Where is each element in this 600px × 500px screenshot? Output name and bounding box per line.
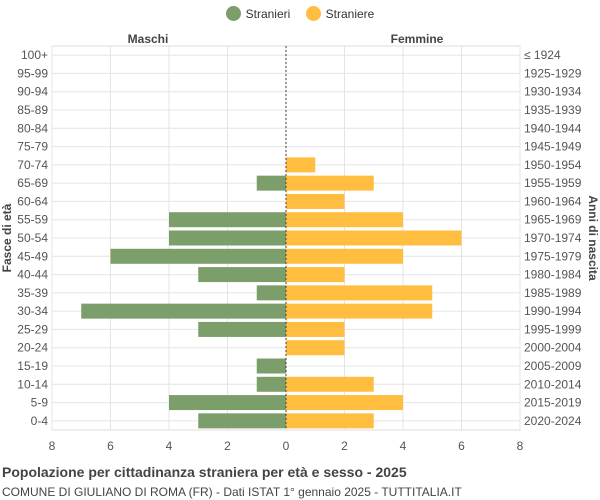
- birth-years-label: 2000-2004: [524, 341, 582, 355]
- age-group-label: 55-59: [17, 213, 48, 227]
- legend-swatch-stranieri: [225, 6, 241, 22]
- legend-label-stranieri: Stranieri: [245, 6, 291, 21]
- x-tick-label: 0: [283, 439, 290, 453]
- birth-years-label: 1930-1934: [524, 85, 582, 99]
- birth-years-label: 1925-1929: [524, 66, 582, 80]
- x-tick-label: 8: [517, 439, 524, 453]
- bar-straniere: [286, 230, 462, 246]
- bar-straniere: [286, 157, 316, 173]
- bar-stranieri: [198, 267, 286, 283]
- bar-stranieri: [256, 358, 286, 374]
- age-group-label: 100+: [21, 48, 48, 62]
- bar-stranieri: [198, 321, 286, 337]
- age-group-label: 45-49: [17, 249, 48, 263]
- age-group-label: 40-44: [17, 268, 48, 282]
- birth-years-label: 1980-1984: [524, 268, 582, 282]
- bar-stranieri: [256, 285, 286, 301]
- birth-years-label: 2015-2019: [524, 396, 582, 410]
- age-group-label: 10-14: [17, 377, 48, 391]
- bar-stranieri: [198, 413, 286, 429]
- birth-years-label: 1950-1954: [524, 158, 582, 172]
- legend-item-stranieri[interactable]: Stranieri: [225, 6, 291, 22]
- birth-years-label: 2010-2014: [524, 377, 582, 391]
- legend-swatch-straniere: [305, 6, 321, 22]
- bar-straniere: [286, 267, 345, 283]
- x-tick-label: 4: [166, 439, 173, 453]
- legend-item-straniere[interactable]: Straniere: [305, 6, 375, 22]
- bar-straniere: [286, 321, 345, 337]
- bar-straniere: [286, 285, 433, 301]
- age-group-label: 75-79: [17, 140, 48, 154]
- x-tick-label: 6: [458, 439, 465, 453]
- chart-title: Popolazione per cittadinanza straniera p…: [2, 464, 407, 480]
- bar-straniere: [286, 248, 403, 264]
- header-femmine: Femmine: [391, 32, 444, 46]
- bar-straniere: [286, 193, 345, 209]
- age-group-label: 85-89: [17, 103, 48, 117]
- birth-years-label: 2020-2024: [524, 414, 582, 428]
- age-group-label: 35-39: [17, 286, 48, 300]
- age-group-label: 30-34: [17, 304, 48, 318]
- bar-straniere: [286, 212, 403, 228]
- chart-legend: Stranieri Straniere: [0, 6, 600, 22]
- birth-years-label: 1955-1959: [524, 176, 582, 190]
- age-group-label: 5-9: [31, 396, 49, 410]
- birth-years-label: 1935-1939: [524, 103, 582, 117]
- bar-straniere: [286, 395, 403, 411]
- birth-years-label: 1945-1949: [524, 140, 582, 154]
- birth-years-label: 2005-2009: [524, 359, 582, 373]
- age-group-label: 70-74: [17, 158, 48, 172]
- bar-stranieri: [169, 212, 286, 228]
- birth-years-label: 1985-1989: [524, 286, 582, 300]
- bar-stranieri: [169, 230, 286, 246]
- legend-label-straniere: Straniere: [325, 6, 375, 21]
- bar-straniere: [286, 340, 345, 356]
- birth-years-label: ≤ 1924: [524, 48, 561, 62]
- age-group-label: 60-64: [17, 194, 48, 208]
- bar-stranieri: [110, 248, 286, 264]
- bar-stranieri: [81, 303, 286, 319]
- age-group-label: 95-99: [17, 66, 48, 80]
- birth-years-label: 1960-1964: [524, 194, 582, 208]
- x-tick-label: 2: [341, 439, 348, 453]
- header-maschi: Maschi: [128, 32, 169, 46]
- x-tick-label: 2: [224, 439, 231, 453]
- age-group-label: 65-69: [17, 176, 48, 190]
- bar-straniere: [286, 376, 374, 392]
- bar-straniere: [286, 413, 374, 429]
- birth-years-label: 1995-1999: [524, 322, 582, 336]
- y-axis-title-left: Fasce di età: [0, 203, 14, 272]
- birth-years-label: 1970-1974: [524, 231, 582, 245]
- birth-years-label: 1965-1969: [524, 213, 582, 227]
- age-group-label: 0-4: [31, 414, 49, 428]
- x-tick-label: 6: [107, 439, 114, 453]
- age-group-label: 80-84: [17, 121, 48, 135]
- x-tick-label: 8: [49, 439, 56, 453]
- chart-source: COMUNE DI GIULIANO DI ROMA (FR) - Dati I…: [2, 485, 462, 499]
- age-group-label: 15-19: [17, 359, 48, 373]
- birth-years-label: 1990-1994: [524, 304, 582, 318]
- age-group-label: 20-24: [17, 341, 48, 355]
- bar-stranieri: [256, 175, 286, 191]
- age-group-label: 50-54: [17, 231, 48, 245]
- x-tick-label: 4: [400, 439, 407, 453]
- birth-years-label: 1975-1979: [524, 249, 582, 263]
- bar-stranieri: [169, 395, 286, 411]
- population-pyramid-chart: 8 6 4 2 0 2 4 6 8 100+ ≤ 1924 95-99 1925-1929 90-94 19…: [0, 32, 600, 453]
- y-axis-title-right: Anni di nascita: [586, 195, 600, 281]
- age-group-label: 25-29: [17, 322, 48, 336]
- bar-straniere: [286, 303, 433, 319]
- age-group-label: 90-94: [17, 85, 48, 99]
- bar-straniere: [286, 175, 374, 191]
- birth-years-label: 1940-1944: [524, 121, 582, 135]
- bar-stranieri: [256, 376, 286, 392]
